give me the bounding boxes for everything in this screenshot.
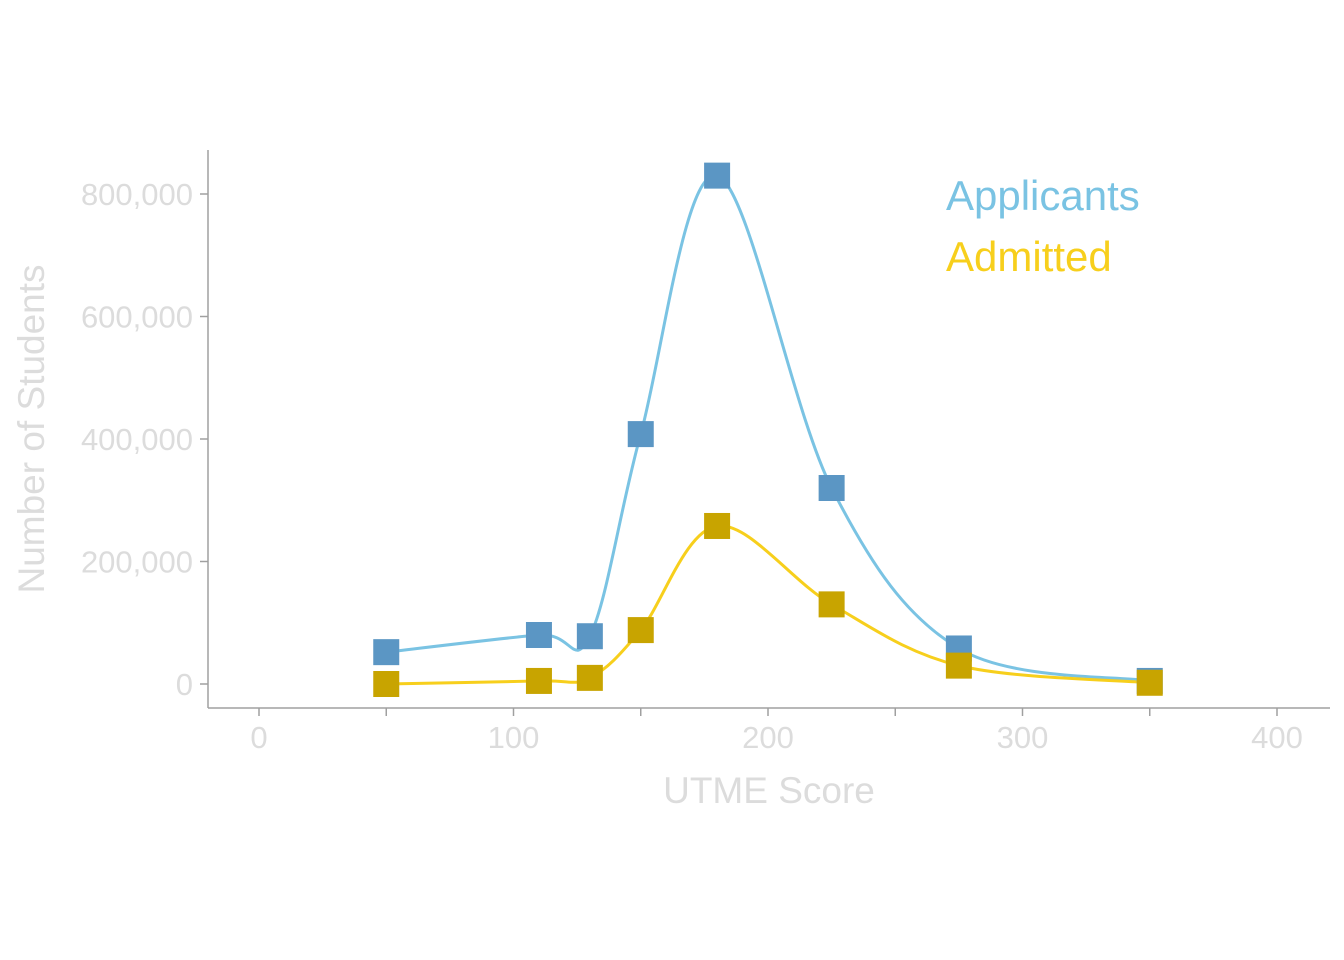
x-tick-label: 0 <box>250 720 267 755</box>
x-tick-label: 200 <box>742 720 794 755</box>
data-point-applicants <box>818 475 845 501</box>
data-point-admitted <box>627 617 654 644</box>
legend: Applicants Admitted <box>946 172 1140 280</box>
series-line-applicants <box>386 174 1151 683</box>
y-tick-label: 200,000 <box>81 545 193 580</box>
data-point-applicants <box>627 421 654 448</box>
x-tick-label: 400 <box>1251 720 1303 755</box>
data-point-applicants <box>576 623 603 650</box>
series-markers <box>373 162 1163 697</box>
x-axis-title: UTME Score <box>663 770 875 811</box>
y-tick-label: 400,000 <box>81 422 193 457</box>
data-point-admitted <box>373 671 400 697</box>
axes <box>207 150 1330 709</box>
y-tick-label: 0 <box>176 667 193 702</box>
y-tick-label: 800,000 <box>81 177 193 212</box>
y-axis-title: Number of Students <box>11 264 52 593</box>
legend-entry-admitted: Admitted <box>946 233 1112 280</box>
data-point-applicants <box>373 639 400 666</box>
data-point-admitted <box>945 652 972 679</box>
data-point-admitted <box>1136 669 1163 696</box>
y-tick-label: 600,000 <box>81 300 193 335</box>
x-ticks: 0 100 200 300 400 <box>250 708 1303 755</box>
data-point-admitted <box>704 512 731 539</box>
y-ticks: 0 200,000 400,000 600,000 800,000 <box>81 177 208 702</box>
x-tick-label: 100 <box>488 720 540 755</box>
data-point-admitted <box>576 664 603 691</box>
data-point-applicants <box>704 162 731 189</box>
x-tick-label: 300 <box>997 720 1049 755</box>
legend-entry-applicants: Applicants <box>946 172 1140 219</box>
series-line-admitted <box>386 524 1150 686</box>
data-point-applicants <box>525 622 552 648</box>
data-point-admitted <box>818 591 845 618</box>
data-point-admitted <box>525 667 552 694</box>
